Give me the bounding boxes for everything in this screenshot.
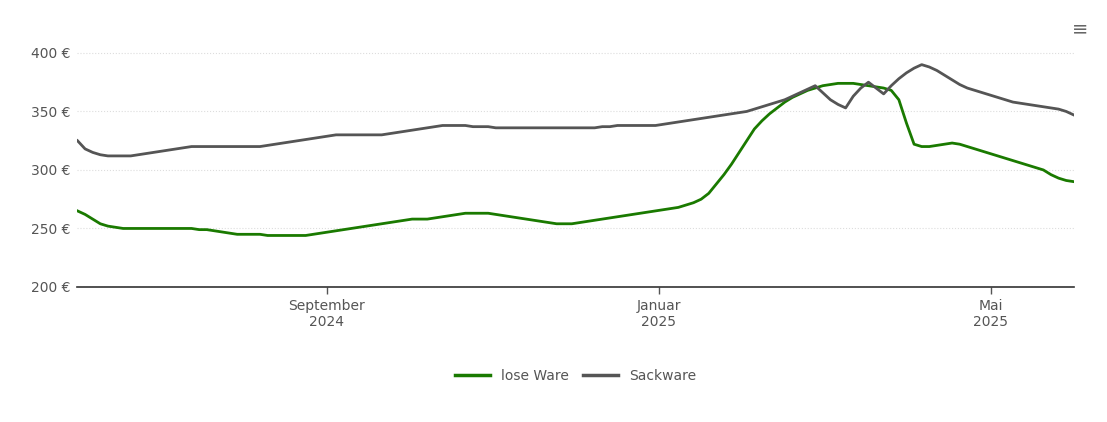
Text: ≡: ≡ [1073, 19, 1088, 38]
Legend: lose Ware, Sackware: lose Ware, Sackware [449, 363, 702, 388]
